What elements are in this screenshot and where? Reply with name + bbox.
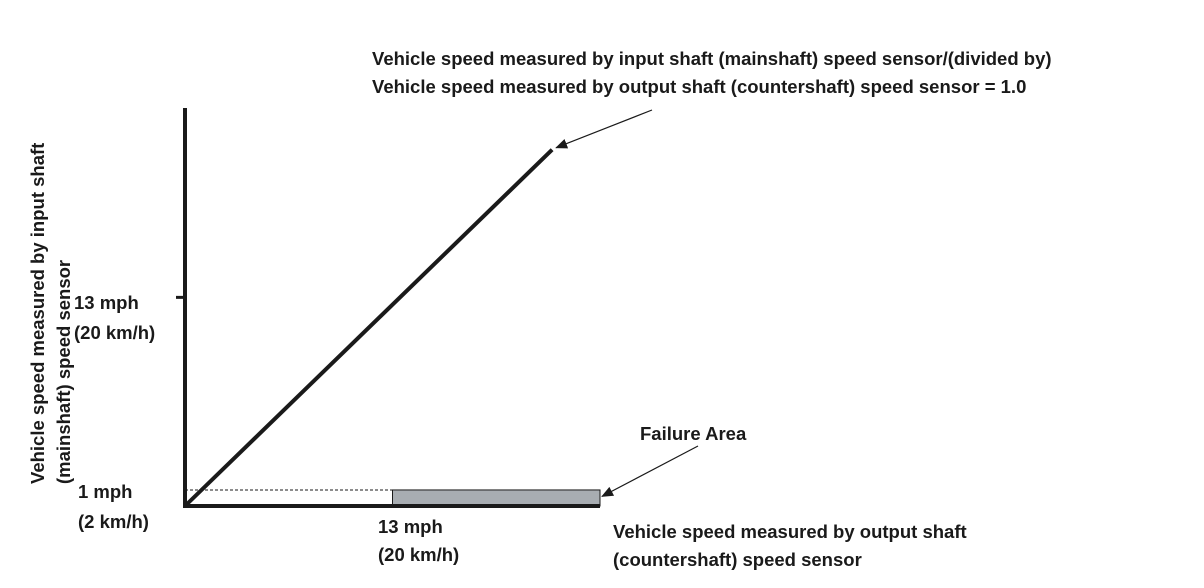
ratio-annotation-line2: Vehicle speed measured by output shaft (…	[372, 76, 1026, 97]
x-axis-label-line1: Vehicle speed measured by output shaft	[613, 521, 967, 542]
y-tick-label-1-line2: (2 km/h)	[78, 511, 149, 532]
failure-area-region	[392, 489, 601, 507]
y-tick-label-13-line2: (20 km/h)	[74, 322, 155, 343]
x-tick-label-13-line1: 13 mph	[378, 516, 443, 537]
failure-area-arrow	[601, 445, 699, 497]
ratio-line	[183, 148, 554, 508]
ratio-annotation-line1: Vehicle speed measured by input shaft (m…	[372, 48, 1052, 69]
y-axis-label-line2: (mainshaft) speed sensor	[53, 260, 74, 484]
y-axis-label-line1: Vehicle speed measured by input shaft	[27, 143, 48, 484]
x-tick-label-13-line2: (20 km/h)	[378, 544, 459, 565]
y-tick-label-13-line1: 13 mph	[74, 292, 139, 313]
x-axis-label-line2: (countershaft) speed sensor	[613, 549, 862, 570]
y-tick-label-1-line1: 1 mph	[78, 481, 132, 502]
ratio-annotation-arrow	[555, 109, 653, 149]
failure-area-label: Failure Area	[640, 423, 747, 444]
